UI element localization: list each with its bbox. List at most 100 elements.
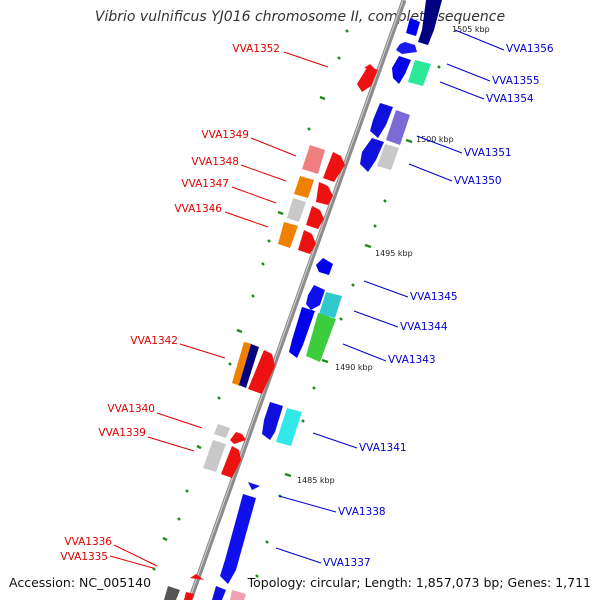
topology-text: Topology: circular; Length: 1,857,073 bp…	[247, 575, 591, 590]
tick-mark	[337, 56, 341, 60]
reverse-strand-features	[164, 64, 378, 600]
gene-label-connector	[275, 547, 322, 564]
gene-feature-bottom-3	[164, 586, 180, 600]
tick-label: 1500 kbp	[416, 135, 454, 144]
gene-label: VVA1345	[410, 291, 458, 303]
tick-mark	[228, 362, 232, 366]
gene-feature-vva1351	[370, 103, 393, 138]
tick-label: 1495 kbp	[375, 249, 413, 258]
accession-text: Accession: NC_005140	[9, 575, 152, 590]
forward-strand-features	[212, 0, 442, 600]
tick-mark	[284, 472, 292, 478]
tick-label: 1505 kbp	[452, 25, 490, 34]
gene-label-connector	[113, 544, 158, 567]
gene-feature-vva1340b	[230, 432, 246, 444]
gene-feature-vva1343	[289, 307, 315, 358]
tick-mark	[251, 294, 255, 298]
tick-mark	[267, 239, 271, 243]
gene-feature-vva1339a	[203, 440, 226, 472]
gene-label: VVA1349	[201, 129, 249, 141]
gene-label: VVA1338	[338, 506, 386, 518]
tick-mark	[152, 567, 156, 571]
gene-feature-vva1346a	[287, 198, 306, 222]
tick-mark	[307, 127, 311, 131]
gene-feature-vva1337	[220, 494, 256, 584]
tick-mark	[177, 517, 181, 521]
gene-feature-vva1341b	[276, 408, 302, 446]
tick-mark	[265, 540, 269, 544]
tick-mark	[373, 224, 377, 228]
tick-mark	[312, 386, 316, 390]
gene-feature-vva1352b	[364, 64, 376, 70]
gene-label: VVA1346	[174, 203, 222, 215]
gene-label-connector	[454, 29, 505, 51]
gene-label-connector	[231, 186, 277, 204]
gene-label: VVA1352	[232, 43, 280, 55]
gene-feature-vva1352	[357, 66, 378, 92]
gene-label-connector	[278, 495, 337, 513]
gene-feature-vva1346c	[278, 222, 298, 248]
gene-feature-vva1355	[396, 42, 417, 54]
gene-feature-vva1336	[190, 574, 204, 580]
gene-feature-vva1338	[248, 482, 260, 490]
gene-label-connector	[224, 211, 269, 228]
gene-feature-vva1350b	[377, 144, 399, 170]
gene-feature-vva1345	[316, 258, 333, 275]
gene-feature-vva1348	[294, 176, 314, 198]
gene-label: VVA1342	[130, 335, 178, 347]
gene-feature-vva1340a	[214, 424, 230, 438]
gene-feature-bottom-2	[230, 590, 246, 600]
gene-feature-vva1356	[418, 0, 442, 45]
gene-feature-vva1346b	[306, 206, 324, 229]
tick-mark	[301, 419, 305, 423]
gene-label: VVA1339	[98, 427, 146, 439]
tick-mark	[162, 536, 168, 542]
gene-label: VVA1350	[454, 175, 502, 187]
gene-feature-vva1347	[316, 182, 333, 205]
gene-label: VVA1354	[486, 93, 534, 105]
gene-label-connector	[283, 51, 329, 68]
gene-feature-vva1354	[392, 56, 411, 84]
gene-label-connector	[408, 163, 453, 182]
gene-label: VVA1347	[181, 178, 229, 190]
gene-feature-vva1341	[262, 402, 283, 440]
tick-mark	[364, 243, 372, 249]
tick-mark	[345, 29, 349, 33]
gene-label: VVA1335	[60, 551, 108, 563]
tick-mark	[236, 328, 243, 334]
gene-feature-vva1342b	[239, 344, 259, 388]
gene-label: VVA1348	[191, 156, 239, 168]
gene-feature-bottom-1	[212, 586, 226, 600]
gene-label-connector	[147, 436, 195, 452]
gene-label-connector	[250, 137, 297, 157]
tick-mark	[351, 283, 355, 287]
tick-mark	[319, 95, 326, 101]
tick-mark	[185, 489, 189, 493]
gene-label: VVA1337	[323, 557, 371, 569]
gene-label-connector	[439, 81, 485, 100]
tick-mark	[217, 396, 221, 400]
gene-feature-vva1346d	[298, 230, 316, 254]
gene-label: VVA1344	[400, 321, 448, 333]
gene-label: VVA1343	[388, 354, 436, 366]
gene-label: VVA1341	[359, 442, 407, 454]
tick-mark	[277, 210, 284, 216]
gene-label-connector	[342, 343, 387, 362]
gene-feature-bottom-4	[184, 592, 194, 600]
tick-mark	[261, 262, 265, 266]
gene-label: VVA1356	[506, 43, 554, 55]
gene-feature-vva1343b	[306, 313, 336, 362]
gene-label: VVA1340	[107, 403, 155, 415]
gene-feature-vva1354b	[408, 60, 431, 86]
gene-feature-vva1339b	[221, 446, 241, 478]
gene-feature-vva1349	[302, 145, 325, 174]
gene-feature-vva1349b	[323, 152, 345, 182]
gene-label-connector	[240, 164, 287, 182]
tick-mark	[339, 317, 343, 321]
gene-label-connector	[446, 63, 491, 82]
tick-mark	[255, 574, 259, 578]
gene-feature-vva1351b	[386, 110, 410, 145]
gene-label: VVA1336	[64, 536, 112, 548]
